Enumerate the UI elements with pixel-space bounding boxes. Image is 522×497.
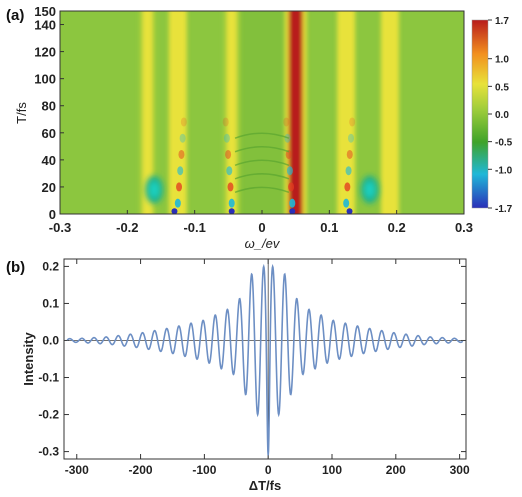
heatmap-arc bbox=[234, 132, 290, 139]
heatmap-fringe bbox=[227, 182, 234, 192]
heatmap-fringe bbox=[288, 182, 295, 192]
line-xtick-label: 200 bbox=[386, 463, 406, 477]
heatmap-ytick-label: 140 bbox=[34, 18, 56, 33]
heatmap-fringe bbox=[346, 149, 353, 159]
heatmap-ytick-label: 80 bbox=[42, 99, 56, 114]
heatmap-ridge bbox=[341, 11, 352, 214]
colorbar-tick-label: 0.5 bbox=[495, 82, 509, 93]
heatmap-ridge bbox=[172, 11, 183, 214]
colorbar bbox=[471, 19, 489, 209]
heatmap-fringe bbox=[349, 117, 356, 127]
line-ytick-label: 0.0 bbox=[42, 333, 59, 347]
heatmap-arc bbox=[234, 159, 290, 166]
heatmap-arc bbox=[234, 186, 290, 194]
heatmap-fringe bbox=[285, 149, 292, 159]
heatmap-fringe bbox=[344, 182, 351, 192]
heatmap-arc bbox=[234, 145, 290, 153]
heatmap-fringe bbox=[178, 149, 185, 159]
line-ytick-label: 0.2 bbox=[42, 259, 59, 273]
heatmap-xtick-label: 0 bbox=[258, 220, 265, 235]
line-ylabel: Intensity bbox=[21, 332, 36, 386]
line-ytick-label: 0.1 bbox=[42, 296, 59, 310]
colorbar-tick-label: 0.0 bbox=[495, 110, 509, 121]
colorbar-tick-label: -1.7 bbox=[495, 204, 513, 215]
heatmap-ridge bbox=[384, 11, 395, 214]
colorbar-tick-label: 1.7 bbox=[495, 16, 509, 27]
heatmap-fringe bbox=[180, 117, 187, 127]
heatmap-fringe bbox=[226, 166, 233, 176]
heatmap-xtick-label: -0.3 bbox=[49, 220, 71, 235]
heatmap-fringe bbox=[225, 149, 232, 159]
heatmap-ytick-label: 100 bbox=[34, 72, 56, 87]
heatmap-fringe bbox=[223, 133, 230, 143]
panel-b-label: (b) bbox=[6, 259, 25, 276]
line-xtick-label: 100 bbox=[322, 463, 342, 477]
heatmap-xtick-label: 0.1 bbox=[320, 220, 338, 235]
line-xtick-label: -300 bbox=[65, 463, 89, 477]
heatmap-ridge bbox=[226, 11, 237, 214]
heatmap-minimum bbox=[289, 208, 296, 214]
heatmap-ridge-core bbox=[292, 11, 299, 214]
heatmap bbox=[60, 11, 464, 214]
heatmap-fringe bbox=[222, 117, 229, 127]
heatmap-fringe bbox=[343, 198, 350, 208]
line-ytick-label: -0.1 bbox=[38, 371, 59, 385]
heatmap-ridge bbox=[142, 11, 153, 214]
heatmap-ytick-label: 40 bbox=[42, 153, 56, 168]
heatmap-ytick-label: 150 bbox=[34, 4, 56, 19]
panel-a-label: (a) bbox=[6, 7, 24, 24]
heatmap-fringe bbox=[176, 182, 183, 192]
heatmap-xtick-label: 0.2 bbox=[388, 220, 406, 235]
heatmap-fringe bbox=[286, 166, 293, 176]
colorbar-tick-label: 1.0 bbox=[495, 55, 509, 66]
heatmap-ytick-label: 0 bbox=[49, 207, 56, 222]
heatmap-ytick-label: 120 bbox=[34, 45, 56, 60]
line-xtick-label: 300 bbox=[450, 463, 470, 477]
heatmap-spot-core bbox=[364, 181, 375, 198]
heatmap-fringe bbox=[177, 166, 184, 176]
line-xtick-label: 0 bbox=[265, 463, 272, 477]
heatmap-xtick-label: -0.1 bbox=[183, 220, 205, 235]
heatmap-xtick-label: -0.2 bbox=[116, 220, 138, 235]
heatmap-fringe bbox=[345, 166, 352, 176]
intensity-series-line bbox=[66, 263, 464, 456]
heatmap-fringe bbox=[347, 133, 354, 143]
heatmap-fringe bbox=[179, 133, 186, 143]
heatmap-minimum bbox=[171, 208, 178, 214]
heatmap-fringe bbox=[174, 198, 181, 208]
heatmap-ytick-label: 20 bbox=[42, 180, 56, 195]
line-xlabel: ΔT/fs bbox=[249, 478, 281, 493]
line-xtick-label: -200 bbox=[129, 463, 153, 477]
line-ytick-label: -0.3 bbox=[38, 445, 59, 459]
heatmap-ytick-label: 60 bbox=[42, 126, 56, 141]
line-xtick-label: -100 bbox=[192, 463, 216, 477]
heatmap-spot-core bbox=[149, 181, 160, 198]
colorbar-tick-label: -1.0 bbox=[495, 165, 513, 176]
colorbar-tick-label: -0.5 bbox=[495, 138, 513, 149]
heatmap-fringe bbox=[228, 198, 235, 208]
heatmap-fringe bbox=[289, 198, 296, 208]
heatmap-arc bbox=[234, 173, 290, 180]
heatmap-xtick-label: 0.3 bbox=[455, 220, 473, 235]
heatmap-fringe bbox=[283, 117, 290, 127]
heatmap-minimum bbox=[228, 208, 235, 214]
heatmap-xlabel: ω_/ev bbox=[245, 236, 281, 251]
line-ytick-label: -0.2 bbox=[38, 408, 59, 422]
heatmap-minimum bbox=[346, 208, 353, 214]
heatmap-ylabel: T/fs bbox=[14, 102, 29, 124]
